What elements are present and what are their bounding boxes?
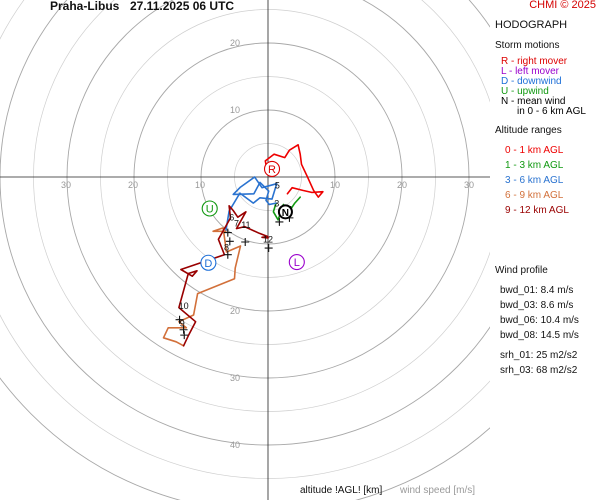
- axis-tick-label: 20: [128, 180, 138, 190]
- storm-motion-left: L - left mover: [501, 66, 559, 77]
- height-marker-cross: [223, 228, 232, 237]
- altitude-range-1-3: 1 - 3 km AGL: [505, 160, 564, 171]
- storm-motion-label-n: N: [282, 208, 289, 219]
- height-marker-cross: [225, 237, 234, 246]
- height-label: 5: [275, 180, 280, 190]
- altitude-range-0-1: 0 - 1 km AGL: [505, 145, 564, 156]
- altitude-range-6-9: 6 - 9 km AGL: [505, 190, 564, 201]
- height-label: 9: [180, 318, 185, 328]
- height-marker-cross: [175, 315, 184, 324]
- storm-motion-label-u: U: [206, 203, 214, 215]
- hodograph-series: [162, 144, 324, 347]
- axis-tick-label: 10: [195, 180, 205, 190]
- height-marker-cross: [223, 250, 232, 259]
- bwd-01: bwd_01: 8.4 m/s: [500, 285, 574, 296]
- storm-motion-marker-n: [277, 204, 293, 220]
- storm-motion-label-d: D: [204, 258, 212, 270]
- axis-tick-label: 30: [230, 373, 240, 383]
- height-label: 6: [229, 213, 234, 223]
- storm-motion-marker-u: [201, 200, 218, 217]
- height-marker-cross: [179, 325, 188, 334]
- storm-motion-marker-r: [263, 160, 281, 178]
- hodograph-line-9-12kmAGL: [178, 205, 269, 347]
- height-marker-cross: [180, 331, 189, 340]
- storm-motion-markers: R L D U N: [200, 160, 305, 271]
- axis-tick-label: 30: [464, 180, 474, 190]
- height-markers: 1356789101112: [175, 180, 294, 340]
- height-label: 12: [263, 235, 273, 245]
- axis-tick-label: 40: [230, 440, 240, 450]
- bwd-08: bwd_08: 14.5 m/s: [500, 330, 579, 341]
- hodograph-line-0-1kmAGL: [264, 144, 324, 198]
- storm-motion-label-l: L: [294, 257, 300, 269]
- storm-motion-upwind: U - upwind: [501, 86, 549, 97]
- height-marker-cross: [275, 217, 284, 226]
- wind-speed-unit-label: wind speed [m/s]: [400, 485, 476, 496]
- altitude-range-3-6: 3 - 6 km AGL: [505, 175, 564, 186]
- height-label: 3: [274, 198, 279, 208]
- axis-tick-label: 30: [61, 180, 71, 190]
- hodograph-plot: 20102030403020101020301356789101112RLDUN: [0, 0, 490, 500]
- sounding-datetime: 27.11.2025 06 UTC: [130, 0, 235, 13]
- grid-ring-35: [33, 0, 490, 412]
- height-marker-cross: [264, 244, 273, 253]
- legend-panel: HODOGRAPH Storm motions R - right mover …: [494, 0, 600, 500]
- hodograph-line-3-6kmAGL: [225, 176, 278, 233]
- axis-tick-label: 10: [330, 180, 340, 190]
- axis-tick-label: 20: [230, 38, 240, 48]
- storm-motions-title: Storm motions: [495, 40, 560, 51]
- axis-tick-label: 10: [230, 105, 240, 115]
- bwd-06: bwd_06: 10.4 m/s: [500, 315, 579, 326]
- height-label: 7: [234, 219, 239, 229]
- bwd-03: bwd_03: 8.6 m/s: [500, 300, 574, 311]
- credit-text: CHMI © 2025: [529, 0, 596, 11]
- panel-title: HODOGRAPH: [495, 19, 568, 31]
- altitude-unit-label: altitude !AGL! [km]: [300, 485, 383, 496]
- storm-motion-downwind: D - downwind: [501, 76, 562, 87]
- station-name: Praha-Libus: [50, 0, 120, 13]
- wind-profile-title: Wind profile: [495, 265, 548, 276]
- storm-motion-marker-l: [288, 254, 305, 271]
- srh-03: srh_03: 68 m2/s2: [500, 365, 578, 376]
- grid-ring-50: [0, 377, 490, 500]
- storm-motion-mean: N - mean wind: [501, 96, 566, 107]
- altitude-range-9-12: 9 - 12 km AGL: [505, 205, 569, 216]
- height-label: 10: [179, 301, 189, 311]
- height-label: 11: [241, 220, 250, 230]
- storm-motion-marker-d: [200, 254, 217, 271]
- storm-motion-mean-range: in 0 - 6 km AGL: [517, 106, 586, 117]
- srh-01: srh_01: 25 m2/s2: [500, 350, 578, 361]
- storm-motion-label-r: R: [268, 164, 276, 176]
- hodograph-line-6-9kmAGL: [162, 227, 242, 347]
- height-label: 8: [224, 243, 229, 253]
- axis-tick-label: 20: [397, 180, 407, 190]
- hodograph-grid: 20 10 20 30 40 30 20 10 10 20 30: [0, 0, 490, 500]
- height-marker-cross: [241, 237, 250, 246]
- altitude-ranges-title: Altitude ranges: [495, 125, 562, 136]
- axis-tick-label: 20: [230, 306, 240, 316]
- storm-motion-right: R - right mover: [501, 56, 568, 67]
